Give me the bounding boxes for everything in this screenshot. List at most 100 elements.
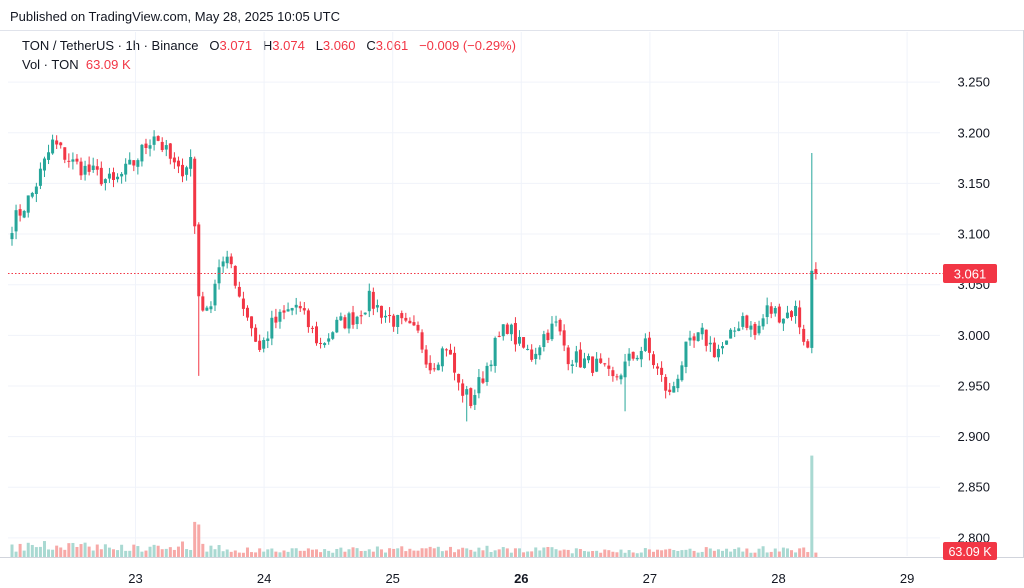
volume-bar	[538, 550, 542, 557]
candle-body	[254, 327, 258, 342]
candle-body	[643, 338, 647, 351]
candle-body	[112, 172, 115, 180]
volume-bar	[298, 550, 302, 557]
volume-bar	[416, 550, 420, 557]
candle-body	[530, 349, 534, 360]
volume-bar	[79, 544, 83, 557]
volume-bar	[278, 552, 282, 557]
volume-bar	[656, 549, 660, 557]
candle-body	[217, 267, 221, 284]
candle-body	[209, 306, 213, 310]
y-tick-label: 3.100	[957, 227, 990, 242]
volume-bar	[355, 548, 359, 557]
volume-bar	[753, 552, 757, 557]
volume-bar	[14, 551, 18, 557]
volume-bar	[574, 548, 578, 557]
candle-body	[432, 368, 436, 370]
candle-body	[749, 325, 753, 330]
volume-bar	[684, 549, 688, 557]
volume-bar	[432, 548, 436, 557]
volume-bar	[465, 548, 469, 557]
candle-body	[274, 316, 278, 323]
candle-body	[262, 340, 266, 349]
volume-bar	[241, 552, 245, 557]
volume-bar	[107, 547, 111, 557]
volume-bar	[148, 546, 152, 557]
candle-body	[310, 327, 314, 329]
volume-bar	[331, 552, 335, 557]
volume-bar	[168, 547, 172, 557]
volume-bar	[611, 551, 615, 557]
volume-bar	[233, 550, 237, 557]
volume-bar	[424, 548, 428, 557]
candle-body	[526, 348, 530, 350]
volume-bar	[570, 553, 574, 557]
volume-bar	[404, 551, 408, 557]
volume-bar	[453, 552, 457, 557]
candle-body	[201, 296, 205, 311]
candle-body	[164, 145, 168, 150]
y-tick-label: 2.850	[957, 480, 990, 495]
candle-body	[806, 341, 810, 348]
x-tick-label: 27	[643, 571, 657, 586]
candle-body	[229, 256, 233, 265]
candle-body	[384, 315, 388, 318]
volume-bar	[765, 552, 769, 557]
high-value: 3.074	[272, 38, 305, 53]
symbol-label[interactable]: TON / TetherUS · 1h · Binance	[22, 38, 199, 53]
volume-bar	[729, 551, 733, 557]
volume-bar	[99, 549, 103, 557]
candle-body	[132, 160, 136, 166]
candle-body	[769, 306, 773, 314]
candle-body	[55, 140, 59, 145]
volume-bar	[302, 550, 306, 557]
volume-bar	[712, 550, 716, 557]
candle-body	[22, 210, 26, 218]
candle-body	[375, 305, 379, 308]
candle-body	[461, 383, 465, 396]
candle-body	[469, 388, 473, 406]
volume-bar	[469, 549, 473, 557]
volume-bar	[542, 547, 546, 557]
volume-bar	[181, 541, 185, 557]
volume-bar	[716, 549, 720, 557]
volume-bar	[367, 549, 371, 557]
candle-body	[546, 332, 550, 341]
candle-body	[761, 318, 765, 327]
volume-bar	[160, 549, 164, 557]
candle-body	[181, 164, 185, 177]
x-tick-label: 26	[514, 571, 528, 586]
volume-bar	[237, 552, 241, 557]
candle-body	[404, 317, 408, 321]
volume-bar	[696, 552, 700, 557]
volume-label[interactable]: Vol · TON	[22, 57, 79, 72]
candle-body	[473, 395, 477, 405]
volume-bar	[428, 546, 432, 557]
candle-body	[716, 348, 720, 358]
candle-body	[26, 195, 30, 213]
volume-bar	[30, 544, 34, 557]
candle-body	[745, 315, 749, 328]
volume-bar	[343, 551, 347, 557]
candle-body	[343, 317, 347, 329]
volume-bar	[745, 548, 749, 557]
volume-bar	[489, 551, 493, 557]
volume-bar	[18, 543, 22, 557]
volume-bar	[522, 552, 526, 557]
candle-body	[802, 328, 806, 342]
volume-bar	[408, 548, 412, 557]
high-label: H	[262, 38, 273, 53]
candle-body	[465, 389, 469, 395]
volume-bar	[420, 548, 424, 557]
candle-body	[30, 192, 34, 197]
candle-body	[245, 307, 249, 318]
volume-bar	[250, 552, 254, 557]
candle-body	[63, 147, 67, 160]
candle-body	[335, 319, 339, 333]
volume-bar	[412, 550, 416, 557]
candle-body	[156, 136, 160, 141]
candle-body	[144, 143, 148, 148]
volume-bar	[676, 551, 680, 557]
x-tick-label: 24	[257, 571, 271, 586]
